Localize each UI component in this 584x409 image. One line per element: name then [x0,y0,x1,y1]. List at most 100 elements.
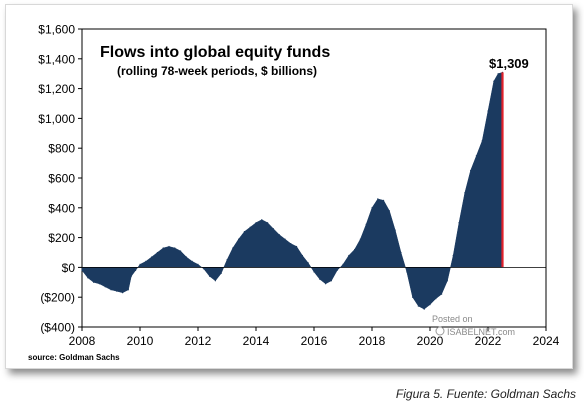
data-point [400,251,402,254]
y-tick-label: $1,600 [38,23,75,37]
data-point [458,222,460,224]
data-point [336,269,338,271]
data-point [359,238,361,240]
data-point [290,243,292,245]
data-point [238,238,240,240]
data-point [243,231,245,233]
y-tick-label: $600 [48,172,75,186]
chart-subtitle: (rolling 78-week periods, $ billions) [117,64,317,78]
data-point [174,247,176,249]
chart-card: ($400) ($200) $0 $200 $400 $600 $800 $1,000 $1,2… [5,4,573,369]
y-tick-label: $0 [62,261,76,275]
data-point [383,199,385,201]
data-point [180,250,182,252]
data-point [487,110,489,112]
data-point [98,283,100,285]
data-point [497,73,499,75]
data-point [475,155,477,157]
data-point [135,269,137,271]
data-point [185,256,187,258]
data-point [325,283,327,285]
data-point [493,80,495,82]
axes-layer: ($400) ($200) $0 $200 $400 $600 $800 $1,000 $1,2… [38,23,559,349]
y-tick-label: $1,200 [38,82,75,96]
data-point [319,278,321,280]
data-point [429,304,431,306]
series-area [81,72,503,310]
data-point [481,140,483,142]
y-tick-label: $1,000 [38,112,75,126]
data-point [151,256,153,258]
data-point [145,260,147,262]
x-tick-label: 2018 [359,334,386,348]
data-point [464,192,466,194]
data-point [104,286,106,288]
data-point [116,290,118,292]
data-point [307,262,309,264]
watermark-logo-icon [435,326,445,336]
y-tick-label: $800 [48,142,75,156]
data-point [406,271,408,273]
data-point [348,254,350,257]
data-point [249,226,251,228]
last-value-label: $1,309 [489,56,529,71]
data-point [93,281,95,283]
y-tick-label: $400 [48,201,75,215]
watermark-line2: ISABELNET.com [447,327,515,337]
data-point [81,269,83,271]
data-point [441,293,443,295]
y-tick-label: $1,400 [38,52,75,66]
y-tick-label: ($200) [40,291,75,305]
area-layer [81,71,504,310]
data-point [284,238,286,240]
data-point [261,219,263,221]
data-point [354,248,356,251]
x-tick-label: 2012 [185,334,212,348]
data-point [470,169,472,172]
y-tick-label: $200 [48,231,75,245]
data-point [209,275,211,277]
x-tick-label: 2010 [127,334,154,348]
data-point [417,305,419,307]
data-point [110,289,112,291]
chart: ($400) ($200) $0 $200 $400 $600 $800 $1,000 $1,2… [28,23,560,363]
chart-title: Flows into global equity funds [100,44,330,61]
data-point [122,292,124,294]
data-point [139,263,141,265]
data-point [226,259,228,261]
data-point [301,254,303,257]
data-point [156,251,158,254]
data-point [365,223,367,225]
data-point [278,234,280,236]
data-point [371,207,373,209]
data-point [191,260,193,262]
data-point [127,289,129,291]
data-point [377,198,379,200]
source-note: source: Goldman Sachs [28,353,120,362]
data-point [203,268,205,270]
y-tick-label: ($400) [40,321,75,335]
data-point [330,280,332,282]
data-point [168,245,170,248]
data-point [412,296,414,298]
x-tick-label: 2022 [475,334,502,348]
data-point [197,263,199,265]
data-point [342,263,344,265]
watermark-line1: Posted on [432,314,473,324]
data-point [296,245,298,248]
data-point [452,254,454,257]
data-point [220,272,222,274]
x-tick-label: 2008 [69,334,96,348]
x-tick-label: 2020 [417,334,444,348]
data-point [446,280,448,282]
data-point [162,247,164,249]
data-point [214,280,216,282]
x-tick-label: 2014 [243,334,270,348]
data-point [313,271,315,273]
data-point [255,222,257,224]
figure-caption: Figura 5. Fuente: Goldman Sachs [395,387,576,401]
data-point [394,229,396,231]
data-point [87,277,89,279]
data-point [423,308,425,310]
data-point [388,210,390,212]
